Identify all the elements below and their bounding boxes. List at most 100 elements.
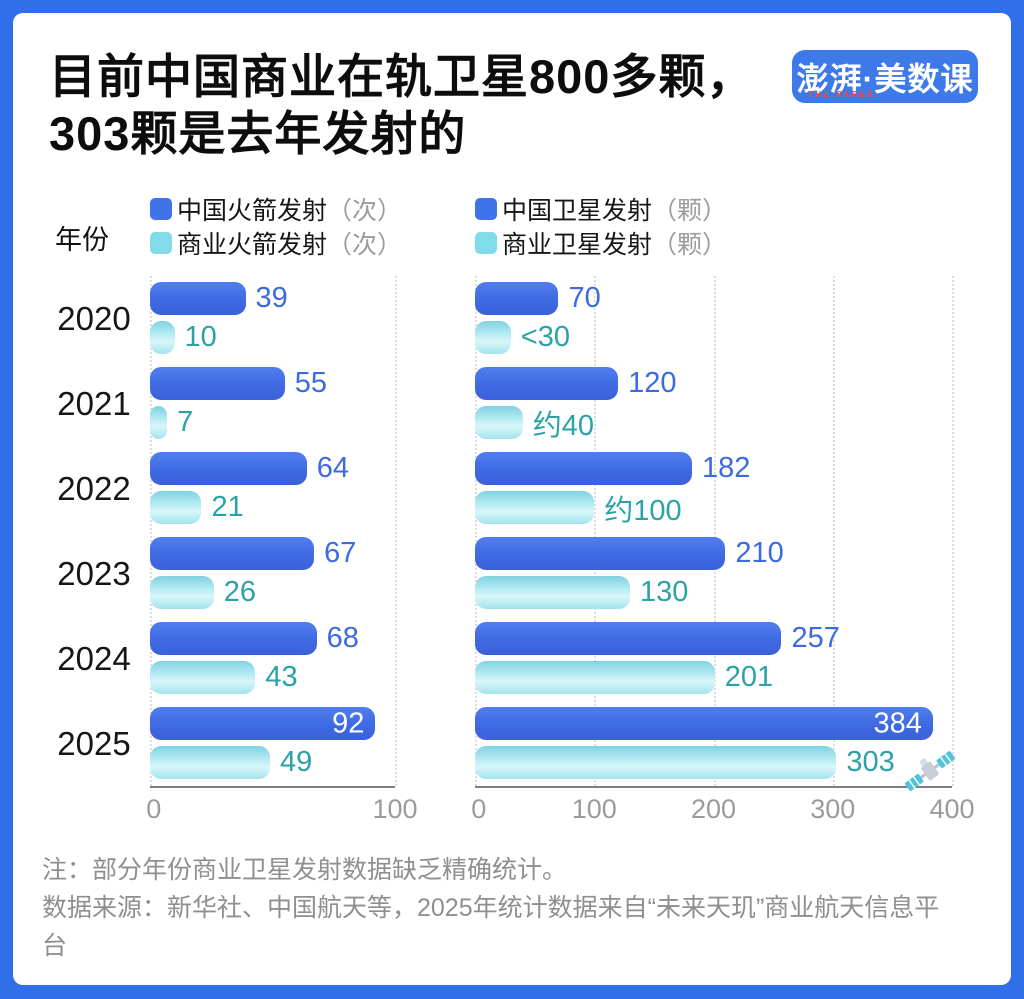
page-title-line1: 目前中国商业在轨卫星800多颗，	[49, 50, 755, 103]
legend-label: 中国火箭发射	[177, 197, 328, 225]
legend-unit: （次）	[327, 231, 403, 259]
bar-line: 约40	[475, 406, 952, 442]
year-label: 2020	[57, 300, 131, 337]
bar-line: 21	[150, 491, 395, 524]
bar-line: 26	[150, 576, 395, 609]
legend-unit: （颗）	[652, 197, 728, 225]
grid-line	[594, 276, 597, 786]
grid-line	[832, 276, 835, 786]
legend-swatch-icon	[475, 232, 497, 254]
bar-line: 7	[150, 406, 395, 439]
legend-item: 中国卫星发射 （颗）	[475, 196, 727, 225]
bar-line: 约100	[475, 491, 952, 527]
bar-value-label: 10	[184, 321, 217, 353]
page-title: 目前中国商业在轨卫星800多颗， 303颗是去年发射的	[49, 49, 754, 163]
bar-segment	[475, 491, 595, 524]
legend-item: 商业卫星发射 （颗）	[475, 230, 727, 259]
bar-value-label: 384	[873, 707, 922, 739]
grid-line	[150, 276, 152, 786]
bar-line: 67	[150, 537, 395, 570]
bar-segment	[150, 282, 246, 315]
year-labels-column: 2020 2021 2022 2023 2024 2025	[38, 276, 150, 786]
bar-row: 70 <30	[475, 276, 952, 361]
brand-logo-subtext: THE PAPER	[808, 90, 876, 99]
bar-line: 10	[150, 321, 395, 354]
page-title-line2: 303颗是去年发射的	[49, 106, 467, 160]
bar-row: 92 49	[150, 701, 395, 786]
year-label: 2021	[57, 385, 131, 422]
year-label: 2024	[57, 640, 131, 677]
bar-segment	[150, 746, 271, 779]
year-label: 2025	[57, 725, 131, 762]
bar-row: 210 130	[475, 531, 952, 616]
x-axis-ticks-rockets: 0 100	[146, 794, 417, 824]
bar-value-label: 70	[568, 282, 601, 314]
tick-label: 0	[471, 794, 487, 824]
bar-segment	[150, 537, 315, 570]
bar-line: 130	[475, 576, 952, 609]
bar-row: 39 10	[150, 276, 395, 361]
bar-segment	[475, 746, 837, 779]
bar-segment	[150, 491, 202, 524]
bar-value-label: 43	[265, 661, 298, 693]
poster-card: 目前中国商业在轨卫星800多颗， 303颗是去年发射的 澎湃·美数课 THE P…	[13, 13, 1011, 985]
bar-line: 92	[150, 707, 395, 740]
year-label: 2023	[57, 555, 131, 592]
legend-swatch-icon	[150, 232, 172, 254]
bar-value-label: 257	[791, 622, 840, 654]
grid-line	[713, 276, 716, 786]
bar-value-label: 130	[640, 576, 689, 608]
bar-line: 64	[150, 452, 395, 485]
bar-row: 120 约40	[475, 361, 952, 446]
bar-row: 257 201	[475, 616, 952, 701]
footnotes: 注：部分年份商业卫星发射数据缺乏精确统计。 数据来源：新华社、中国航天等，2025…	[42, 851, 957, 965]
bar-segment	[150, 661, 256, 694]
tick-label: 0	[146, 794, 162, 824]
bar-line: 68	[150, 622, 395, 655]
bar-row: 68 43	[150, 616, 395, 701]
bar-line: 182	[475, 452, 952, 485]
bar-segment	[475, 661, 715, 694]
bar-value-label: 7	[177, 406, 194, 438]
bar-segment	[475, 576, 631, 609]
year-axis-label: 年份	[55, 225, 109, 255]
bar-row: 384 303	[475, 701, 955, 791]
bar-value-label: 55	[294, 367, 328, 399]
chart-panel-satellites: 70 <30 120 约40 182 约100 210 130 257 201 384 303	[475, 276, 955, 791]
bar-row: 64 21	[150, 446, 395, 531]
tick-label: 300	[810, 794, 856, 824]
legend-swatch-icon	[150, 198, 172, 220]
tick-label: 400	[929, 794, 975, 824]
bar-segment	[475, 406, 523, 439]
bar-line: 384	[475, 707, 952, 740]
bar-row: 182 约100	[475, 446, 952, 531]
bar-segment	[475, 367, 619, 400]
legend-label: 商业卫星发射	[502, 231, 653, 259]
bar-segment	[475, 321, 511, 354]
note-line: 数据来源：新华社、中国航天等，2025年统计数据来自“未来天玑”商业航天信息平台	[42, 894, 940, 960]
bar-line: 70	[475, 282, 952, 315]
bar-segment	[150, 367, 285, 400]
bar-value-label: 21	[211, 491, 244, 523]
x-axis-ticks-satellites: 0 100 200 300 400	[471, 794, 974, 824]
grid-line	[475, 276, 477, 786]
bar-segment	[150, 576, 214, 609]
bar-value-label: 92	[332, 707, 365, 739]
bar-line: 303	[475, 746, 955, 791]
bar-segment	[475, 622, 782, 655]
bar-segment	[475, 452, 693, 485]
bar-value-label: 120	[628, 367, 677, 399]
bar-value-label: 49	[280, 746, 313, 778]
brand-logo: 澎湃·美数课 THE PAPER	[792, 50, 978, 103]
bar-line: 39	[150, 282, 395, 315]
bar-line: 55	[150, 367, 395, 400]
bar-value-label: 67	[324, 537, 357, 569]
bar-value-label: 约100	[604, 494, 682, 527]
chart-panel-rockets: 39 10 55 7 64 21 67 26 68 43 92 49	[150, 276, 397, 788]
bar-segment	[150, 622, 317, 655]
legend-item: 中国火箭发射 （次）	[150, 196, 402, 225]
legend-swatch-icon	[475, 198, 497, 220]
legend-label: 中国卫星发射	[502, 197, 653, 225]
bar-value-label: 64	[316, 452, 350, 484]
